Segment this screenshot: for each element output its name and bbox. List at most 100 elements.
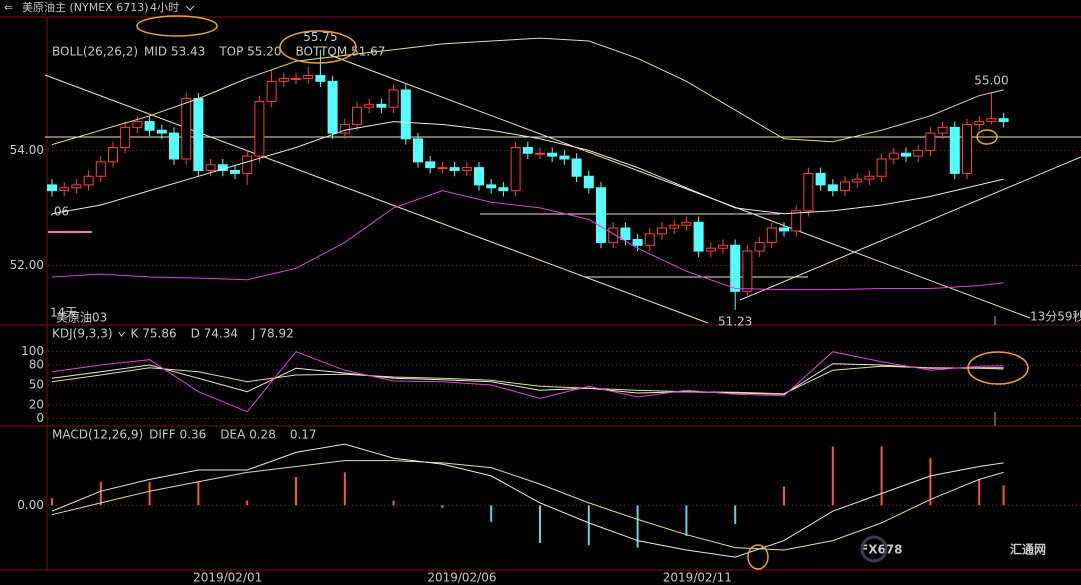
legend-entry: J 78.92 [251, 327, 294, 341]
legend-entry: DIFF 0.36 [149, 428, 206, 442]
candle-body [766, 227, 777, 243]
candle-body [205, 164, 216, 172]
candle-body [998, 118, 1009, 123]
candle-body [95, 161, 106, 177]
indicator-title: KDJ(9,3,3) [52, 327, 113, 341]
candle-body [230, 170, 240, 174]
candle-body [705, 247, 716, 252]
candle-body [71, 184, 82, 189]
indicator-line [51, 365, 1004, 395]
indicator-line [51, 37, 1004, 146]
candle-body [913, 149, 924, 157]
candle-body [169, 132, 179, 160]
y-tick-label: 100 [21, 344, 44, 358]
candle-body [876, 158, 887, 177]
candle-body [461, 167, 472, 171]
candle-body [474, 167, 484, 186]
indicator-title: BOLL(26,26,2) [52, 45, 138, 59]
candle-body [291, 77, 301, 80]
candle-body [364, 103, 375, 108]
candle-body [303, 75, 314, 79]
candle-body [986, 118, 997, 123]
x-tick-label: 2019/02/11 [663, 571, 732, 585]
legend-entry: DEA 0.28 [220, 428, 276, 442]
y-tick-label: 50 [29, 378, 44, 392]
candle-body [864, 175, 875, 180]
indicator-line [51, 443, 1004, 558]
price-annotation: 55.00 [974, 73, 1008, 87]
highlight-ellipse [967, 351, 1029, 385]
candle-body [949, 126, 960, 174]
candle-body [278, 77, 289, 82]
legend-entry: BOTTOM 51.67 [296, 45, 386, 59]
candle-body [669, 224, 680, 229]
candle-body [559, 155, 570, 160]
candle-body [193, 98, 204, 171]
contract-label: 美原油03 [56, 311, 107, 325]
candle-body [693, 221, 704, 252]
candle-body [47, 184, 57, 192]
candle-body [132, 121, 143, 128]
period-selector[interactable]: 4小时 [150, 1, 179, 14]
candle-body [254, 100, 265, 157]
candle-body [596, 187, 606, 243]
candle-body [449, 167, 460, 171]
candle-body [315, 75, 326, 82]
y-tick-label: 20 [29, 398, 44, 412]
candle-body [413, 138, 423, 163]
trend-line [44, 74, 709, 324]
candle-body [791, 210, 802, 232]
dropdown-arrow [118, 331, 125, 337]
x-tick-label: 2019/02/06 [427, 571, 496, 585]
days-label: 14天 [50, 306, 77, 320]
candle-body [144, 121, 155, 131]
indicator-line [51, 351, 1004, 413]
candle-body [339, 123, 350, 134]
price-annotation: 51.23 [718, 314, 752, 328]
candle-body [108, 146, 118, 163]
candle-body [352, 106, 362, 125]
x-tick-label: 2019/02/01 [193, 571, 262, 585]
indicator-line [51, 190, 1004, 291]
candle-body [888, 152, 899, 160]
candle-body [156, 129, 167, 134]
watermark-brand: FX678 [860, 543, 903, 557]
y-tick-label: 54.00 [10, 143, 44, 157]
y-tick-label: 52.00 [10, 258, 44, 272]
back-icon[interactable]: ⇐ [4, 1, 13, 14]
candle-body [547, 152, 558, 157]
trend-line [329, 54, 1031, 319]
legend-entry: TOP 55.20 [218, 45, 281, 59]
highlight-ellipse [976, 129, 998, 145]
candle-body [83, 175, 94, 186]
candle-body [522, 146, 533, 154]
watermark-site: 汇通网 [1010, 542, 1046, 557]
price-annotation: 55.75 [303, 30, 337, 44]
highlight-ellipse [279, 30, 357, 64]
period-arrow[interactable] [185, 5, 195, 11]
legend-entry: MID 53.43 [144, 45, 205, 59]
candle-body [840, 181, 850, 192]
candle-body [827, 184, 838, 192]
candle-body [901, 152, 911, 157]
candle-body [510, 146, 521, 192]
candle-body [608, 227, 619, 243]
candle-body [59, 187, 70, 192]
indicator-line [51, 460, 1004, 551]
legend-entry: K 75.86 [131, 327, 177, 341]
candle-body [681, 221, 692, 226]
watermark-logo [860, 535, 888, 563]
highlight-ellipse [747, 544, 769, 570]
window-title: 美原油主 (NYMEX 6713) [22, 0, 149, 14]
candle-body [388, 89, 399, 108]
y-tick-label: 0.00 [17, 498, 44, 512]
candle-body [657, 227, 667, 235]
candle-body [437, 167, 448, 170]
candle-body [376, 103, 387, 108]
indicator-line [51, 363, 1004, 395]
candle-body [400, 89, 411, 140]
countdown: 13分59秒 [1030, 310, 1081, 324]
candle-body [242, 155, 253, 174]
